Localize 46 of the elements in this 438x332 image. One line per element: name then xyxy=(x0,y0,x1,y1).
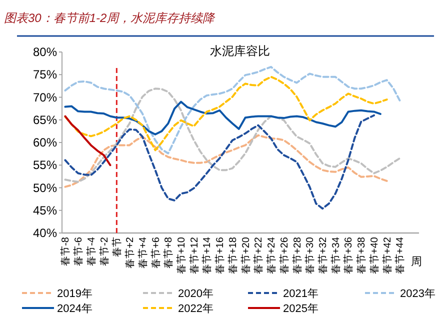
x-tick-label: 春节+12 xyxy=(188,236,200,274)
y-tick-label: 55% xyxy=(32,158,58,172)
y-tick-label: 80% xyxy=(32,45,58,59)
x-tick-label: 春节+4 xyxy=(136,236,149,268)
y-tick-label: 70% xyxy=(32,90,58,104)
y-tick-label: 60% xyxy=(32,136,58,150)
x-tick-label: 春节-8 xyxy=(60,236,72,266)
y-tick-label: 65% xyxy=(32,112,58,127)
legend-label: 2023年 xyxy=(400,288,436,300)
x-axis-title: 周 xyxy=(411,256,422,268)
x-tick-label: 春节+24 xyxy=(266,236,278,274)
x-tick-label: 春节+32 xyxy=(317,236,330,274)
legend-label: 2024年 xyxy=(57,303,92,315)
x-tick-label: 春节+22 xyxy=(252,236,265,274)
x-tick-label: 春节-4 xyxy=(85,236,98,266)
x-tick-label: 春节+16 xyxy=(214,236,226,274)
legend-label: 2020年 xyxy=(178,288,214,300)
x-tick-label: 春节+6 xyxy=(150,236,162,268)
x-tick-label: 春节+34 xyxy=(330,236,342,274)
x-tick-label: 春节+18 xyxy=(226,236,239,274)
x-tick-label: 春节+20 xyxy=(240,236,252,274)
x-tick-label: 春节+42 xyxy=(381,236,394,274)
y-tick-label: 75% xyxy=(32,68,58,82)
legend-label: 2019年 xyxy=(57,288,92,300)
y-tick-label: 40% xyxy=(32,226,58,240)
legend-label: 2025年 xyxy=(283,303,318,315)
x-tick-label: 春节+10 xyxy=(176,236,188,274)
x-tick-label: 春节+8 xyxy=(162,236,175,268)
x-tick-label: 春节-2 xyxy=(98,236,110,266)
chart-subtitle: 水泥库容比 xyxy=(210,44,270,58)
x-tick-label: 春节+28 xyxy=(291,236,304,274)
x-tick-label: 春节+44 xyxy=(394,236,406,274)
x-tick-label: 春节 xyxy=(111,237,124,257)
legend-label: 2022年 xyxy=(178,303,214,315)
x-tick-label: 春节+40 xyxy=(368,236,380,274)
x-tick-label: 春节+14 xyxy=(201,236,214,274)
x-tick-label: 春节-6 xyxy=(72,236,85,266)
x-tick-label: 春节+2 xyxy=(124,236,136,268)
x-tick-label: 春节+36 xyxy=(342,236,355,274)
legend-label: 2021年 xyxy=(283,288,318,300)
y-tick-label: 45% xyxy=(32,203,58,218)
x-tick-label: 春节+38 xyxy=(356,236,368,274)
x-tick-label: 春节+30 xyxy=(304,236,316,274)
chart-title: 图表30：春节前1-2周，水泥库存持续降 xyxy=(4,11,216,25)
x-tick-label: 春节+26 xyxy=(278,236,290,274)
y-tick-label: 50% xyxy=(32,180,58,195)
